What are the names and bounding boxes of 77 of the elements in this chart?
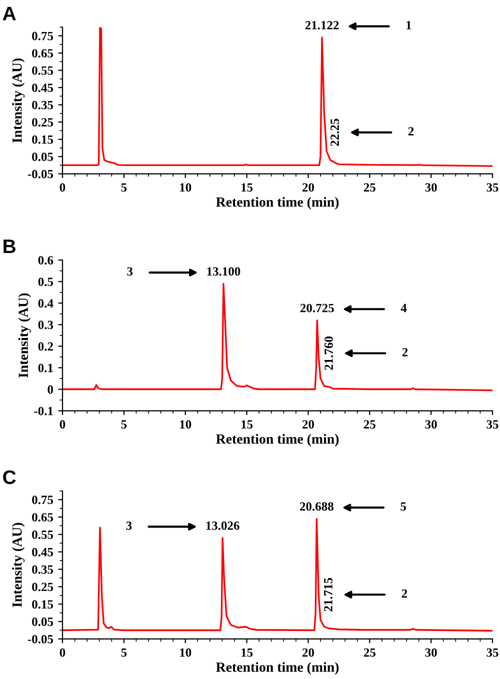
y-tick-label: 0.45 — [32, 84, 54, 92]
annotation: 1 — [406, 21, 412, 30]
x-tick-label: 15 — [242, 420, 253, 429]
line-series — [62, 518, 492, 632]
y-tick-label: 0.25 — [32, 582, 54, 592]
x-tick-label: 0 — [60, 420, 66, 429]
y-tick-label: 0.25 — [32, 118, 54, 127]
x-tick-label: 30 — [425, 183, 437, 192]
annotation: 20.725 — [300, 304, 334, 312]
y-tick-label: 0.6 — [38, 256, 54, 265]
y-tick-label: 0.35 — [32, 565, 54, 574]
y-axis-title: Intensity (AU) — [12, 522, 25, 608]
x-tick-label: 20 — [302, 183, 314, 192]
x-tick-label: 35 — [486, 183, 498, 192]
y-tick-label: 0.4 — [38, 299, 54, 308]
y-tick-label: -0.05 — [28, 634, 54, 644]
annotation: 21.715 — [324, 578, 332, 612]
x-axis-title: Retention time (min) — [216, 434, 339, 447]
y-tick-label: 0.65 — [32, 49, 54, 58]
y-tick-label: 0.15 — [32, 600, 54, 609]
x-tick-label: 20 — [302, 648, 314, 657]
x-tick-label: 25 — [364, 648, 376, 657]
y-tick-label: 0.3 — [38, 320, 54, 330]
y-tick-label: 0.5 — [38, 278, 54, 286]
x-tick-label: 5 — [121, 648, 127, 657]
annotation: 21.122 — [305, 21, 339, 30]
x-tick-label: 35 — [486, 420, 498, 429]
y-axis-title: Intensity (AU) — [12, 58, 25, 143]
y-tick-label: 0.05 — [32, 152, 54, 162]
x-axis-title: Retention time (min) — [216, 662, 339, 675]
line-series — [62, 282, 492, 392]
annotation: 13.100 — [207, 267, 240, 276]
x-tick-label: 30 — [425, 420, 437, 429]
y-tick-label: -0.1 — [34, 406, 53, 416]
x-tick-label: 5 — [121, 183, 127, 192]
x-tick-label: 10 — [180, 420, 192, 429]
annotation: 21.760 — [324, 336, 334, 370]
y-tick-label: 0.1 — [38, 364, 53, 372]
annotation: 22.25 — [330, 118, 340, 146]
annotation: 2 — [402, 348, 408, 356]
x-tick-label: 5 — [121, 420, 127, 429]
y-tick-label: -0.05 — [28, 170, 54, 178]
x-tick-label: 0 — [60, 648, 66, 657]
chart-title: B — [4, 240, 16, 254]
x-tick-label: 30 — [425, 648, 437, 657]
x-tick-label: 25 — [364, 420, 376, 429]
x-tick-label: 15 — [242, 648, 253, 657]
y-tick-label: 0.2 — [38, 342, 53, 351]
y-tick-label: 0.05 — [32, 618, 54, 626]
annotation: 3 — [126, 521, 132, 530]
y-tick-label: 0.35 — [32, 100, 54, 110]
chart-title: C — [3, 470, 16, 484]
x-tick-label: 35 — [486, 648, 498, 657]
y-tick-label: 0.45 — [32, 548, 54, 556]
y-axis-title: Intensity (AU) — [18, 293, 31, 378]
x-tick-label: 0 — [60, 183, 66, 192]
x-axis-title: Retention time (min) — [216, 196, 339, 210]
y-tick-label: 0.55 — [32, 66, 54, 75]
y-tick-label: 0.65 — [32, 513, 54, 522]
x-tick-label: 10 — [180, 648, 192, 657]
y-tick-label: 0.55 — [32, 530, 54, 539]
x-tick-label: 20 — [302, 420, 314, 429]
y-tick-label: 0.15 — [32, 135, 54, 144]
y-tick-label: 0.75 — [32, 496, 54, 504]
x-tick-label: 25 — [364, 183, 376, 192]
chart-title: A — [2, 6, 16, 20]
annotation: 2 — [402, 589, 407, 598]
annotation: 20.688 — [300, 502, 334, 511]
annotation: 5 — [400, 502, 406, 511]
annotation: 4 — [400, 304, 407, 312]
y-tick-label: 0.75 — [32, 32, 54, 40]
x-tick-label: 10 — [180, 183, 192, 192]
annotation: 3 — [127, 267, 133, 276]
y-tick-label: 0 — [48, 385, 53, 394]
annotation: 13.026 — [206, 521, 240, 530]
x-tick-label: 15 — [242, 183, 253, 192]
annotation: 2 — [408, 127, 414, 136]
